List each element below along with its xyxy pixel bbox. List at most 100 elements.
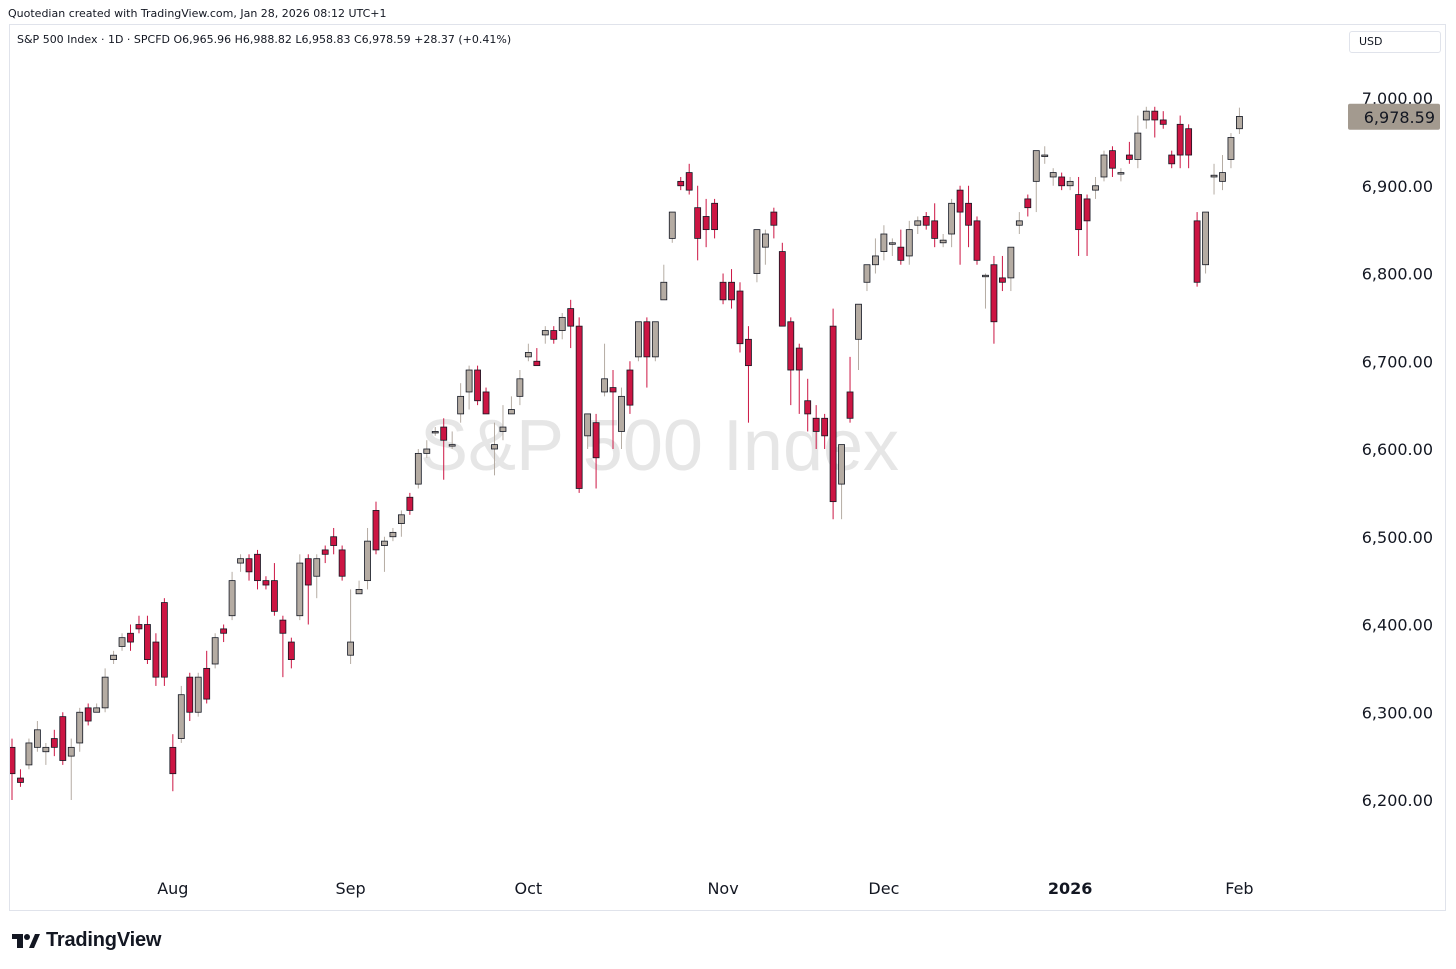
y-axis-tick-label: 6,400.00: [1362, 616, 1433, 635]
candle-body-up: [541, 330, 549, 336]
y-axis-tick-label: 6,600.00: [1362, 440, 1433, 459]
candle-body-up: [389, 531, 397, 538]
candle-body-up: [381, 540, 388, 546]
candle-body-up: [651, 321, 659, 358]
candle-body-up: [237, 558, 244, 564]
candle-body-up: [880, 233, 888, 252]
candle-body-up: [364, 540, 371, 582]
candle-body-up: [982, 274, 989, 278]
candle-body-down: [50, 738, 58, 748]
candle-body-down: [846, 391, 854, 419]
candle-body-down: [829, 325, 837, 503]
candle-body-up: [863, 264, 871, 283]
candle-body-up: [516, 378, 524, 397]
candle-body-down: [127, 632, 134, 643]
y-axis-tick-label: 6,200.00: [1362, 791, 1433, 810]
symbol-legend[interactable]: S&P 500 Index · 1D · SPCFD O6,965.96 H6,…: [17, 33, 512, 46]
candle-body-up: [939, 239, 947, 244]
candle-body-down: [10, 746, 16, 775]
candle-body-down: [220, 628, 228, 634]
candle-body-up: [948, 202, 956, 235]
candle-body-up: [635, 321, 642, 358]
candle-body-up: [414, 452, 422, 485]
candle-body-down: [59, 716, 67, 761]
candle-body-down: [17, 777, 24, 783]
candle-body-down: [406, 496, 414, 511]
candle-body-down: [135, 624, 143, 630]
candle-body-down: [1159, 119, 1167, 125]
candle-body-down: [804, 400, 812, 415]
candle-body-down: [1125, 154, 1133, 160]
candle-body-up: [1210, 174, 1218, 178]
candle-body-up: [1227, 137, 1235, 160]
candle-body-down: [287, 641, 295, 660]
candle-body-down: [922, 216, 930, 226]
candle-body-down: [931, 220, 939, 239]
candle-body-down: [736, 290, 744, 345]
x-axis-tick-label: Aug: [157, 879, 188, 898]
candle-body-up: [753, 229, 761, 274]
candle-body-down: [1075, 194, 1082, 231]
x-axis-tick-label: Sep: [336, 879, 366, 898]
candle-body-down: [592, 422, 600, 459]
candle-body-down: [1193, 220, 1201, 283]
x-axis-tick-label: 2026: [1048, 879, 1093, 898]
tradingview-logo[interactable]: TradingView: [12, 928, 161, 952]
candle-body-up: [855, 303, 862, 340]
candle-body-down: [245, 558, 253, 573]
y-axis-tick-label: 6,700.00: [1362, 352, 1433, 371]
candle-body-down: [533, 360, 541, 367]
candle-body-down: [685, 172, 693, 191]
last-price-label: 6,978.59: [1364, 108, 1435, 127]
candle-body-up: [914, 220, 922, 226]
candle-body-down: [271, 580, 278, 612]
candle-body-down: [186, 676, 194, 713]
candle-body-up: [67, 746, 75, 757]
candle-body-up: [296, 562, 304, 617]
candle-body-down: [152, 641, 160, 678]
candle-body-down: [1109, 150, 1116, 169]
candle-body-down: [372, 510, 380, 551]
candle-body-up: [457, 395, 465, 415]
candle-body-down: [474, 369, 481, 402]
candle-body-up: [1049, 172, 1057, 178]
candle-body-up: [761, 233, 769, 248]
currency-selector[interactable]: USD: [1349, 31, 1441, 53]
candle-body-down: [643, 321, 651, 358]
candle-body-up: [618, 395, 625, 432]
x-axis-tick-label: Oct: [515, 879, 543, 898]
candle-body-up: [423, 448, 431, 454]
y-axis-tick-label: 6,900.00: [1362, 177, 1433, 196]
candle-body-up: [491, 444, 498, 450]
candle-body-down: [812, 417, 820, 432]
candle-body-down: [304, 558, 312, 586]
candle-body-down: [440, 426, 448, 441]
candle-body-up: [838, 444, 845, 485]
x-axis-tick-label: Feb: [1225, 879, 1253, 898]
candle-body-down: [144, 624, 151, 660]
y-axis-tick-label: 7,000.00: [1362, 89, 1433, 108]
x-axis-tick-label: Dec: [868, 879, 899, 898]
candle-body-up: [1007, 246, 1015, 279]
candle-body-down: [897, 246, 905, 261]
tradingview-logo-text: TradingView: [46, 928, 162, 951]
candle-body-down: [482, 391, 490, 415]
candle-body-down: [321, 549, 329, 555]
candle-body-up: [355, 589, 363, 595]
candle-body-down: [787, 321, 795, 371]
candle-body-up: [508, 409, 515, 415]
candle-body-down: [694, 207, 702, 239]
candle-body-up: [1134, 132, 1142, 160]
candle-body-down: [169, 746, 177, 775]
candle-body-up: [101, 676, 109, 709]
candle-body-down: [1083, 198, 1091, 222]
candle-body-down: [956, 189, 964, 213]
candle-body-down: [609, 387, 617, 393]
candle-body-up: [313, 558, 321, 577]
candle-body-up: [888, 242, 896, 245]
last-price-badge: [1348, 103, 1440, 130]
candle-body-up: [1092, 185, 1099, 191]
candle-body-down: [677, 180, 685, 187]
candle-body-down: [990, 264, 998, 323]
